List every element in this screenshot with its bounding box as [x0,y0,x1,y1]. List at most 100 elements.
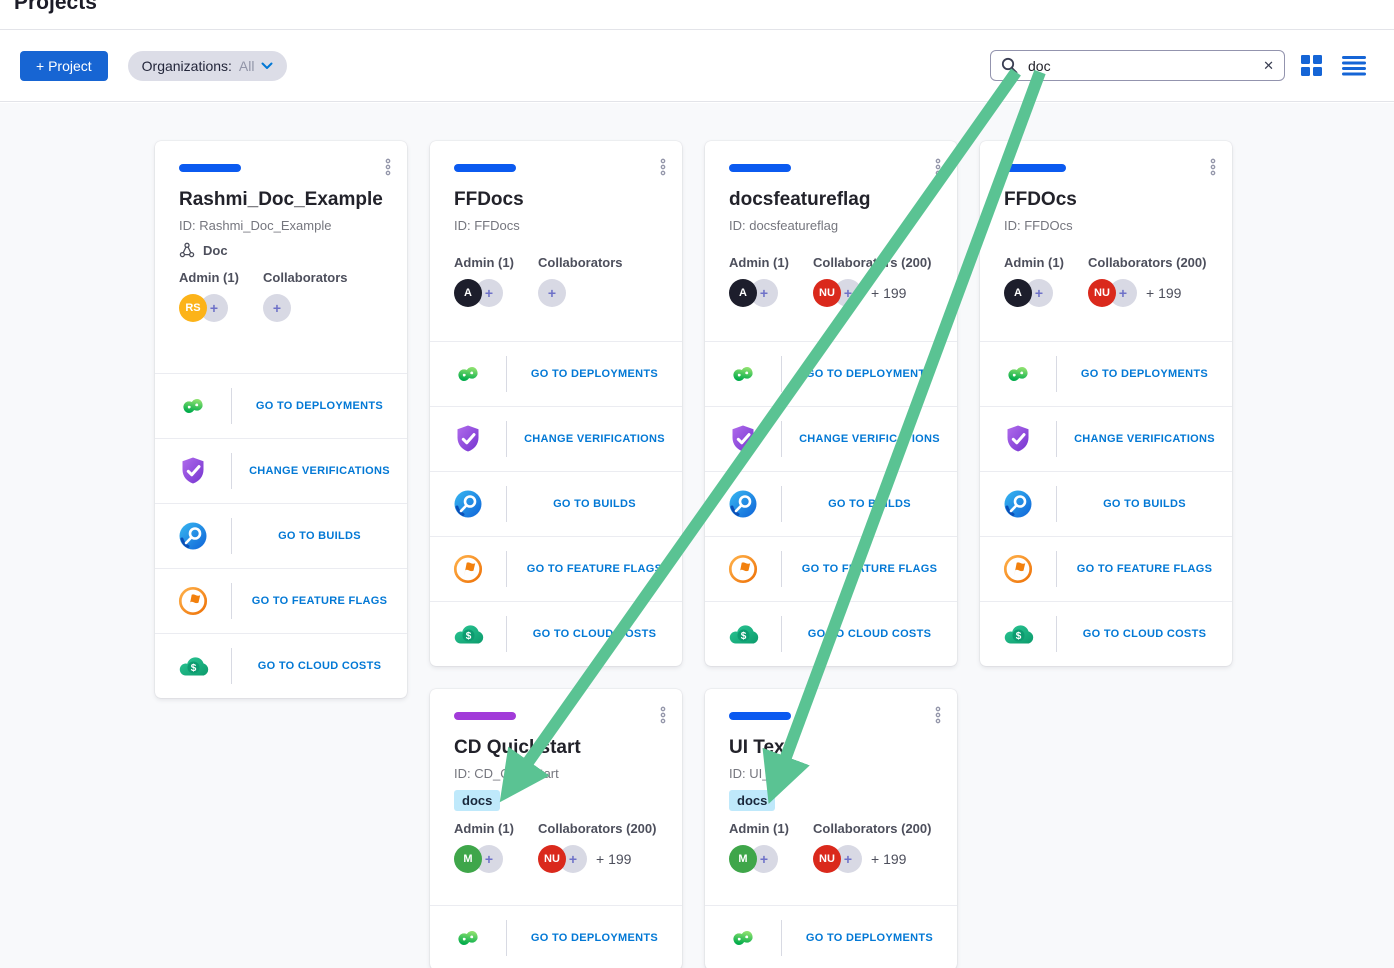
collaborators-label: Collaborators (200) [813,255,932,270]
admin-avatar[interactable]: M [454,845,482,873]
project-title: FFDocs [454,189,524,210]
card-menu-icon[interactable] [384,158,392,181]
go-to-deployments-link[interactable]: GO TO DEPLOYMENTS [805,932,934,944]
card-accent-bar [454,712,516,720]
go-to-cloud-costs-row[interactable]: GO TO CLOUD COSTS [155,633,407,698]
project-tag: docs [454,790,501,811]
search-input[interactable] [1026,56,1256,75]
search-icon [1001,57,1018,74]
card-menu-icon[interactable] [1209,158,1217,181]
go-to-builds-link[interactable]: GO TO BUILDS [278,530,361,542]
collaborator-avatar[interactable]: NU [538,845,566,873]
list-view-icon[interactable] [1342,55,1366,76]
change-verifications-link[interactable]: CHANGE VERIFICATIONS [1074,433,1215,445]
change-verifications-link[interactable]: CHANGE VERIFICATIONS [249,465,390,477]
divider [231,518,232,554]
cloud-costs-icon [705,618,781,650]
admin-avatar[interactable]: RS [179,294,207,322]
card-info: CD Quickstart ID: CD_Quickstart docs Adm… [430,689,682,905]
add-collaborator-button[interactable]: + [263,294,291,322]
add-collaborator-button[interactable]: + [538,279,566,307]
go-to-deployments-row[interactable]: GO TO DEPLOYMENTS [980,341,1232,406]
collaborator-overflow-count: + 199 [871,285,907,301]
go-to-feature-flags-link[interactable]: GO TO FEATURE FLAGS [251,595,388,607]
go-to-cloud-costs-link[interactable]: GO TO CLOUD COSTS [532,628,657,640]
admin-avatar[interactable]: A [729,279,757,307]
go-to-cloud-costs-row[interactable]: GO TO CLOUD COSTS [980,601,1232,666]
go-to-deployments-link[interactable]: GO TO DEPLOYMENTS [805,368,934,380]
project-card-ffdocs-2[interactable]: FFDOcs ID: FFDOcs Admin (1) A + Collabor… [980,141,1232,666]
change-verifications-row[interactable]: CHANGE VERIFICATIONS [155,438,407,503]
card-menu-icon[interactable] [934,706,942,729]
cd-icon [980,357,1056,391]
change-verifications-row[interactable]: CHANGE VERIFICATIONS [430,406,682,471]
project-card-rashmi-doc-example[interactable]: Rashmi_Doc_Example ID: Rashmi_Doc_Exampl… [155,141,407,698]
go-to-builds-row[interactable]: GO TO BUILDS [155,503,407,568]
go-to-builds-row[interactable]: GO TO BUILDS [430,471,682,536]
collaborator-avatar[interactable]: NU [1088,279,1116,307]
search-box[interactable]: ✕ [990,50,1285,81]
people-section: Admin (1) RS + Collaborators + [179,270,383,322]
project-card-ffdocs[interactable]: FFDocs ID: FFDocs Admin (1) A + Collabor… [430,141,682,666]
collaborator-avatar[interactable]: NU [813,845,841,873]
change-verifications-row[interactable]: CHANGE VERIFICATIONS [705,406,957,471]
collaborators-label: Collaborators (200) [1088,255,1207,270]
go-to-deployments-row[interactable]: GO TO DEPLOYMENTS [430,905,682,968]
go-to-cloud-costs-link[interactable]: GO TO CLOUD COSTS [1082,628,1207,640]
collaborator-overflow-count: + 199 [596,851,632,867]
go-to-feature-flags-link[interactable]: GO TO FEATURE FLAGS [801,563,938,575]
people-section: Admin (1) M + Collaborators (200) NU + [454,821,658,873]
project-title: docsfeatureflag [729,189,871,210]
go-to-deployments-link[interactable]: GO TO DEPLOYMENTS [255,400,384,412]
divider [506,920,507,956]
card-menu-icon[interactable] [934,158,942,181]
go-to-deployments-row[interactable]: GO TO DEPLOYMENTS [705,905,957,968]
go-to-feature-flags-link[interactable]: GO TO FEATURE FLAGS [1076,563,1213,575]
new-project-button[interactable]: + Project [20,50,108,81]
admin-avatar[interactable]: A [454,279,482,307]
collaborator-avatar[interactable]: NU [813,279,841,307]
card-info: Rashmi_Doc_Example ID: Rashmi_Doc_Exampl… [155,141,407,373]
go-to-deployments-link[interactable]: GO TO DEPLOYMENTS [1080,368,1209,380]
change-verifications-link[interactable]: CHANGE VERIFICATIONS [799,433,940,445]
go-to-feature-flags-link[interactable]: GO TO FEATURE FLAGS [526,563,663,575]
project-card-cd-quickstart[interactable]: CD Quickstart ID: CD_Quickstart docs Adm… [430,689,682,968]
card-accent-bar [179,164,241,172]
go-to-deployments-link[interactable]: GO TO DEPLOYMENTS [530,368,659,380]
change-verifications-link[interactable]: CHANGE VERIFICATIONS [524,433,665,445]
search-clear-icon[interactable]: ✕ [1263,58,1274,73]
project-card-ui-text[interactable]: UI Text ID: UI_Text docs Admin (1) M + [705,689,957,968]
cd-icon [430,357,506,391]
go-to-cloud-costs-row[interactable]: GO TO CLOUD COSTS [705,601,957,666]
verification-shield-icon [430,423,506,455]
go-to-deployments-row[interactable]: GO TO DEPLOYMENTS [705,341,957,406]
change-verifications-row[interactable]: CHANGE VERIFICATIONS [980,406,1232,471]
go-to-feature-flags-row[interactable]: GO TO FEATURE FLAGS [430,536,682,601]
admin-avatar[interactable]: M [729,845,757,873]
go-to-cloud-costs-row[interactable]: GO TO CLOUD COSTS [430,601,682,666]
cd-icon [430,921,506,955]
go-to-builds-row[interactable]: GO TO BUILDS [705,471,957,536]
grid-view-icon[interactable] [1301,55,1322,76]
go-to-cloud-costs-link[interactable]: GO TO CLOUD COSTS [807,628,932,640]
go-to-feature-flags-row[interactable]: GO TO FEATURE FLAGS [155,568,407,633]
go-to-builds-link[interactable]: GO TO BUILDS [553,498,636,510]
go-to-deployments-row[interactable]: GO TO DEPLOYMENTS [430,341,682,406]
card-accent-bar [729,712,791,720]
card-menu-icon[interactable] [659,158,667,181]
tag-row: docs [729,790,933,811]
go-to-builds-row[interactable]: GO TO BUILDS [980,471,1232,536]
go-to-builds-link[interactable]: GO TO BUILDS [828,498,911,510]
project-card-docsfeatureflag[interactable]: docsfeatureflag ID: docsfeatureflag Admi… [705,141,957,666]
card-menu-icon[interactable] [659,706,667,729]
page-header: Projects [0,0,1394,30]
go-to-deployments-row[interactable]: GO TO DEPLOYMENTS [155,373,407,438]
go-to-feature-flags-row[interactable]: GO TO FEATURE FLAGS [705,536,957,601]
go-to-deployments-link[interactable]: GO TO DEPLOYMENTS [530,932,659,944]
go-to-feature-flags-row[interactable]: GO TO FEATURE FLAGS [980,536,1232,601]
go-to-builds-link[interactable]: GO TO BUILDS [1103,498,1186,510]
admin-avatar[interactable]: A [1004,279,1032,307]
go-to-cloud-costs-link[interactable]: GO TO CLOUD COSTS [257,660,382,672]
organizations-filter[interactable]: Organizations: All [127,50,288,81]
collaborators-label: Collaborators [263,270,348,285]
